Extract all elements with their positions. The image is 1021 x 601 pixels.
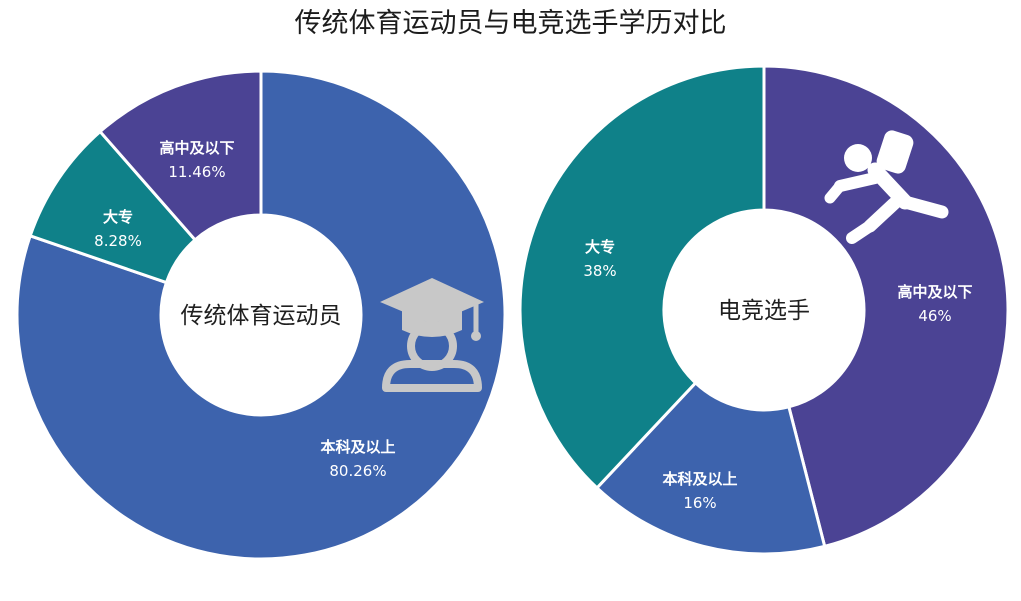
donut-esports-players: 电竞选手 高中及以下 46% 本科及以上 16% 大专 38% [518, 64, 1010, 556]
slice-value-label: 38% [583, 262, 616, 280]
slice-value-label: 46% [918, 307, 951, 325]
slice-category-label: 大专 [103, 208, 133, 226]
donut-slice [15, 69, 507, 561]
donut-center-label: 电竞选手 [718, 298, 810, 324]
slice-category-label: 本科及以上 [320, 438, 395, 456]
slice-category-label: 高中及以下 [159, 139, 234, 157]
donut-center-label: 传统体育运动员 [181, 303, 342, 329]
slice-category-label: 本科及以上 [662, 470, 737, 488]
slice-value-label: 8.28% [94, 232, 142, 250]
slice-category-label: 大专 [585, 238, 615, 256]
graduate-icon [380, 278, 484, 392]
slice-value-label: 80.26% [329, 462, 386, 480]
donut-center [664, 210, 864, 410]
slice-value-label: 11.46% [168, 163, 225, 181]
slice-value-label: 16% [683, 494, 716, 512]
running-person-icon [824, 130, 949, 244]
slice-category-label: 高中及以下 [897, 283, 972, 301]
donut-center [161, 215, 361, 415]
chart-title: 传统体育运动员与电竞选手学历对比 [294, 8, 727, 39]
